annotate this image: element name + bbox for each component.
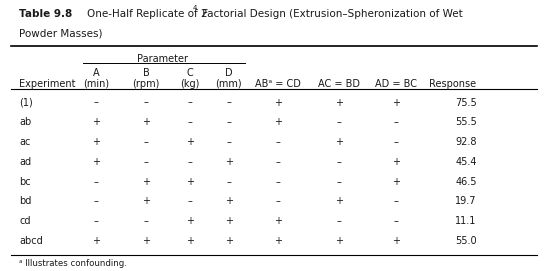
- Text: +: +: [225, 196, 233, 207]
- Text: –: –: [94, 177, 99, 187]
- Text: +: +: [225, 216, 233, 226]
- Text: –: –: [94, 98, 99, 108]
- Text: 92.8: 92.8: [455, 137, 477, 147]
- Text: +: +: [274, 216, 282, 226]
- Text: ᵃ Illustrates confounding.: ᵃ Illustrates confounding.: [19, 259, 127, 268]
- Text: +: +: [93, 117, 100, 127]
- Text: –: –: [276, 137, 280, 147]
- Text: AD = BC: AD = BC: [375, 79, 417, 89]
- Text: +: +: [392, 177, 399, 187]
- Text: –: –: [188, 157, 192, 167]
- Text: 55.5: 55.5: [455, 117, 477, 127]
- Text: +: +: [93, 137, 100, 147]
- Text: abcd: abcd: [19, 236, 43, 246]
- Text: Factorial Design (Extrusion–Spheronization of Wet: Factorial Design (Extrusion–Spheronizati…: [199, 9, 463, 20]
- Text: A: A: [93, 68, 100, 78]
- Text: –: –: [144, 157, 148, 167]
- Text: ab: ab: [19, 117, 31, 127]
- Text: +: +: [274, 117, 282, 127]
- Text: (rpm): (rpm): [132, 79, 160, 89]
- Text: –: –: [337, 216, 341, 226]
- Text: –: –: [94, 196, 99, 207]
- Text: –: –: [393, 117, 398, 127]
- Text: –: –: [393, 216, 398, 226]
- Text: –: –: [393, 137, 398, 147]
- Text: C: C: [187, 68, 193, 78]
- Text: +: +: [93, 157, 100, 167]
- Text: Powder Masses): Powder Masses): [19, 28, 103, 38]
- Text: D: D: [225, 68, 233, 78]
- Text: –: –: [337, 157, 341, 167]
- Text: +: +: [186, 216, 194, 226]
- Text: –: –: [144, 137, 148, 147]
- Text: (min): (min): [83, 79, 110, 89]
- Text: +: +: [335, 98, 343, 108]
- Text: –: –: [188, 117, 192, 127]
- Text: (1): (1): [19, 98, 33, 108]
- Text: +: +: [392, 98, 399, 108]
- Text: B: B: [143, 68, 149, 78]
- Text: +: +: [392, 236, 399, 246]
- Text: 75.5: 75.5: [455, 98, 477, 108]
- Text: (mm): (mm): [215, 79, 242, 89]
- Text: +: +: [335, 137, 343, 147]
- Text: –: –: [226, 137, 231, 147]
- Text: –: –: [188, 196, 192, 207]
- Text: Response: Response: [429, 79, 477, 89]
- Text: 4: 4: [193, 5, 197, 11]
- Text: –: –: [226, 117, 231, 127]
- Text: –: –: [94, 216, 99, 226]
- Text: +: +: [225, 157, 233, 167]
- Text: AC = BD: AC = BD: [318, 79, 360, 89]
- Text: –: –: [337, 117, 341, 127]
- Text: +: +: [274, 236, 282, 246]
- Text: 45.4: 45.4: [455, 157, 477, 167]
- Text: –: –: [188, 98, 192, 108]
- Text: +: +: [142, 196, 150, 207]
- Text: 46.5: 46.5: [455, 177, 477, 187]
- Text: –: –: [276, 157, 280, 167]
- Text: +: +: [186, 177, 194, 187]
- Text: +: +: [225, 236, 233, 246]
- Text: –: –: [144, 216, 148, 226]
- Text: +: +: [335, 196, 343, 207]
- Text: –: –: [393, 196, 398, 207]
- Text: +: +: [274, 98, 282, 108]
- Text: +: +: [335, 236, 343, 246]
- Text: –: –: [337, 177, 341, 187]
- Text: bc: bc: [19, 177, 31, 187]
- Text: ad: ad: [19, 157, 31, 167]
- Text: +: +: [93, 236, 100, 246]
- Text: bd: bd: [19, 196, 31, 207]
- Text: +: +: [186, 236, 194, 246]
- Text: 19.7: 19.7: [455, 196, 477, 207]
- Text: –: –: [276, 177, 280, 187]
- Text: –: –: [144, 98, 148, 108]
- Text: Experiment: Experiment: [19, 79, 76, 89]
- Text: Table 9.8: Table 9.8: [19, 9, 73, 20]
- Text: +: +: [142, 236, 150, 246]
- Text: ac: ac: [19, 137, 31, 147]
- Text: –: –: [226, 98, 231, 108]
- Text: +: +: [142, 177, 150, 187]
- Text: +: +: [392, 157, 399, 167]
- Text: +: +: [142, 117, 150, 127]
- Text: Parameter: Parameter: [137, 54, 188, 64]
- Text: 55.0: 55.0: [455, 236, 477, 246]
- Text: –: –: [276, 196, 280, 207]
- Text: cd: cd: [19, 216, 31, 226]
- Text: ABᵃ = CD: ABᵃ = CD: [255, 79, 301, 89]
- Text: +: +: [186, 137, 194, 147]
- Text: –: –: [226, 177, 231, 187]
- Text: (kg): (kg): [180, 79, 200, 89]
- Text: 11.1: 11.1: [455, 216, 477, 226]
- Text: One-Half Replicate of 2: One-Half Replicate of 2: [74, 9, 208, 20]
